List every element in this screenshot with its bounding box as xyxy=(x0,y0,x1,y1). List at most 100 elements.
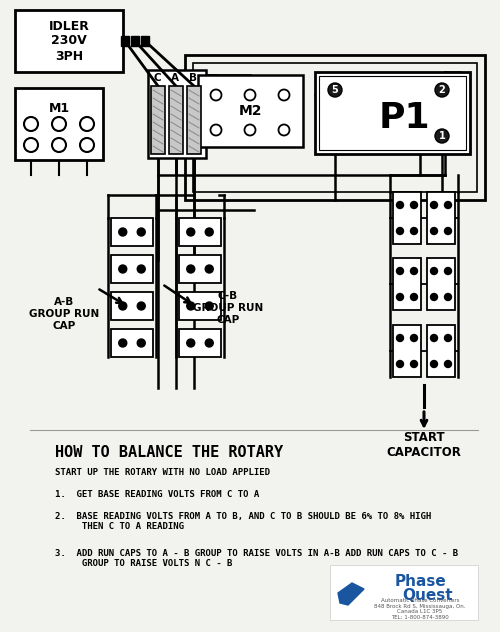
Bar xyxy=(185,55,485,200)
Circle shape xyxy=(137,302,145,310)
Text: START UP THE ROTARY WITH NO LOAD APPLIED: START UP THE ROTARY WITH NO LOAD APPLIED xyxy=(55,468,270,477)
Text: B: B xyxy=(189,73,197,83)
Bar xyxy=(131,36,139,46)
Text: A: A xyxy=(171,73,179,83)
Circle shape xyxy=(137,228,145,236)
Circle shape xyxy=(119,339,127,347)
Bar xyxy=(315,72,470,154)
Bar xyxy=(179,255,221,283)
Circle shape xyxy=(435,83,449,97)
Bar xyxy=(111,255,153,283)
Circle shape xyxy=(430,228,438,234)
Circle shape xyxy=(244,90,256,100)
Bar xyxy=(121,36,129,46)
Circle shape xyxy=(187,302,195,310)
Circle shape xyxy=(435,129,449,143)
Circle shape xyxy=(278,125,289,135)
Bar xyxy=(393,325,421,377)
Bar xyxy=(15,10,123,72)
Circle shape xyxy=(444,360,452,367)
Text: C: C xyxy=(153,73,161,83)
Circle shape xyxy=(430,267,438,274)
Bar xyxy=(179,292,221,320)
Circle shape xyxy=(410,360,418,367)
Text: Automatic Phase Converters
848 Brock Rd S, Mississauga, On.
Canada L1C 3P5
TEL: : Automatic Phase Converters 848 Brock Rd … xyxy=(374,598,466,620)
Bar xyxy=(427,192,455,244)
Bar xyxy=(179,218,221,246)
Text: 2.  BASE READING VOLTS FROM A TO B, AND C TO B SHOULD BE 6% TO 8% HIGH
     THEN: 2. BASE READING VOLTS FROM A TO B, AND C… xyxy=(55,512,431,532)
Circle shape xyxy=(187,265,195,273)
Circle shape xyxy=(410,293,418,300)
Text: 3.  ADD RUN CAPS TO A - B GROUP TO RAISE VOLTS IN A-B ADD RUN CAPS TO C - B
    : 3. ADD RUN CAPS TO A - B GROUP TO RAISE … xyxy=(55,549,458,568)
Circle shape xyxy=(210,90,222,100)
Bar xyxy=(151,86,165,154)
Bar xyxy=(427,258,455,310)
Text: M1: M1 xyxy=(48,102,70,114)
Circle shape xyxy=(410,267,418,274)
Circle shape xyxy=(119,228,127,236)
Bar xyxy=(148,70,206,158)
Bar xyxy=(393,192,421,244)
Circle shape xyxy=(24,138,38,152)
Text: 1.  GET BASE READING VOLTS FROM C TO A: 1. GET BASE READING VOLTS FROM C TO A xyxy=(55,490,259,499)
Circle shape xyxy=(24,117,38,131)
Circle shape xyxy=(396,334,404,341)
Text: 2: 2 xyxy=(438,85,446,95)
Polygon shape xyxy=(338,583,364,605)
Text: HOW TO BALANCE THE ROTARY: HOW TO BALANCE THE ROTARY xyxy=(55,445,283,460)
Circle shape xyxy=(205,339,213,347)
Bar xyxy=(319,76,466,150)
Circle shape xyxy=(328,83,342,97)
Circle shape xyxy=(396,293,404,300)
Text: 1: 1 xyxy=(438,131,446,141)
Text: Quest: Quest xyxy=(402,588,454,602)
Circle shape xyxy=(137,265,145,273)
Text: 5: 5 xyxy=(332,85,338,95)
Circle shape xyxy=(52,138,66,152)
Circle shape xyxy=(205,265,213,273)
Text: A-B
GROUP RUN
CAP: A-B GROUP RUN CAP xyxy=(29,298,99,331)
Circle shape xyxy=(410,334,418,341)
Circle shape xyxy=(396,360,404,367)
Circle shape xyxy=(210,125,222,135)
Circle shape xyxy=(430,202,438,209)
Text: M2: M2 xyxy=(239,104,262,118)
Circle shape xyxy=(137,339,145,347)
Circle shape xyxy=(430,334,438,341)
Circle shape xyxy=(410,202,418,209)
Circle shape xyxy=(119,265,127,273)
Bar xyxy=(198,75,303,147)
Circle shape xyxy=(444,267,452,274)
Circle shape xyxy=(444,334,452,341)
Bar xyxy=(330,565,478,620)
Circle shape xyxy=(80,138,94,152)
Text: P1: P1 xyxy=(379,101,430,135)
Circle shape xyxy=(444,293,452,300)
Circle shape xyxy=(278,90,289,100)
Circle shape xyxy=(444,202,452,209)
Circle shape xyxy=(119,302,127,310)
Circle shape xyxy=(187,339,195,347)
Circle shape xyxy=(430,360,438,367)
Circle shape xyxy=(52,117,66,131)
Bar xyxy=(193,63,477,192)
Text: START
CAPACITOR: START CAPACITOR xyxy=(386,431,462,459)
Circle shape xyxy=(410,228,418,234)
Text: C-B
GROUP RUN
CAP: C-B GROUP RUN CAP xyxy=(193,291,263,325)
Bar xyxy=(427,325,455,377)
Text: IDLER
230V
3PH: IDLER 230V 3PH xyxy=(48,20,90,63)
Bar xyxy=(111,218,153,246)
Circle shape xyxy=(396,267,404,274)
Text: Phase: Phase xyxy=(394,573,446,588)
Bar xyxy=(15,88,103,160)
Circle shape xyxy=(205,228,213,236)
Circle shape xyxy=(244,125,256,135)
Circle shape xyxy=(187,228,195,236)
Bar xyxy=(111,329,153,357)
Bar xyxy=(187,86,201,154)
Circle shape xyxy=(396,228,404,234)
Bar xyxy=(179,329,221,357)
Bar xyxy=(393,258,421,310)
Circle shape xyxy=(205,302,213,310)
Circle shape xyxy=(396,202,404,209)
